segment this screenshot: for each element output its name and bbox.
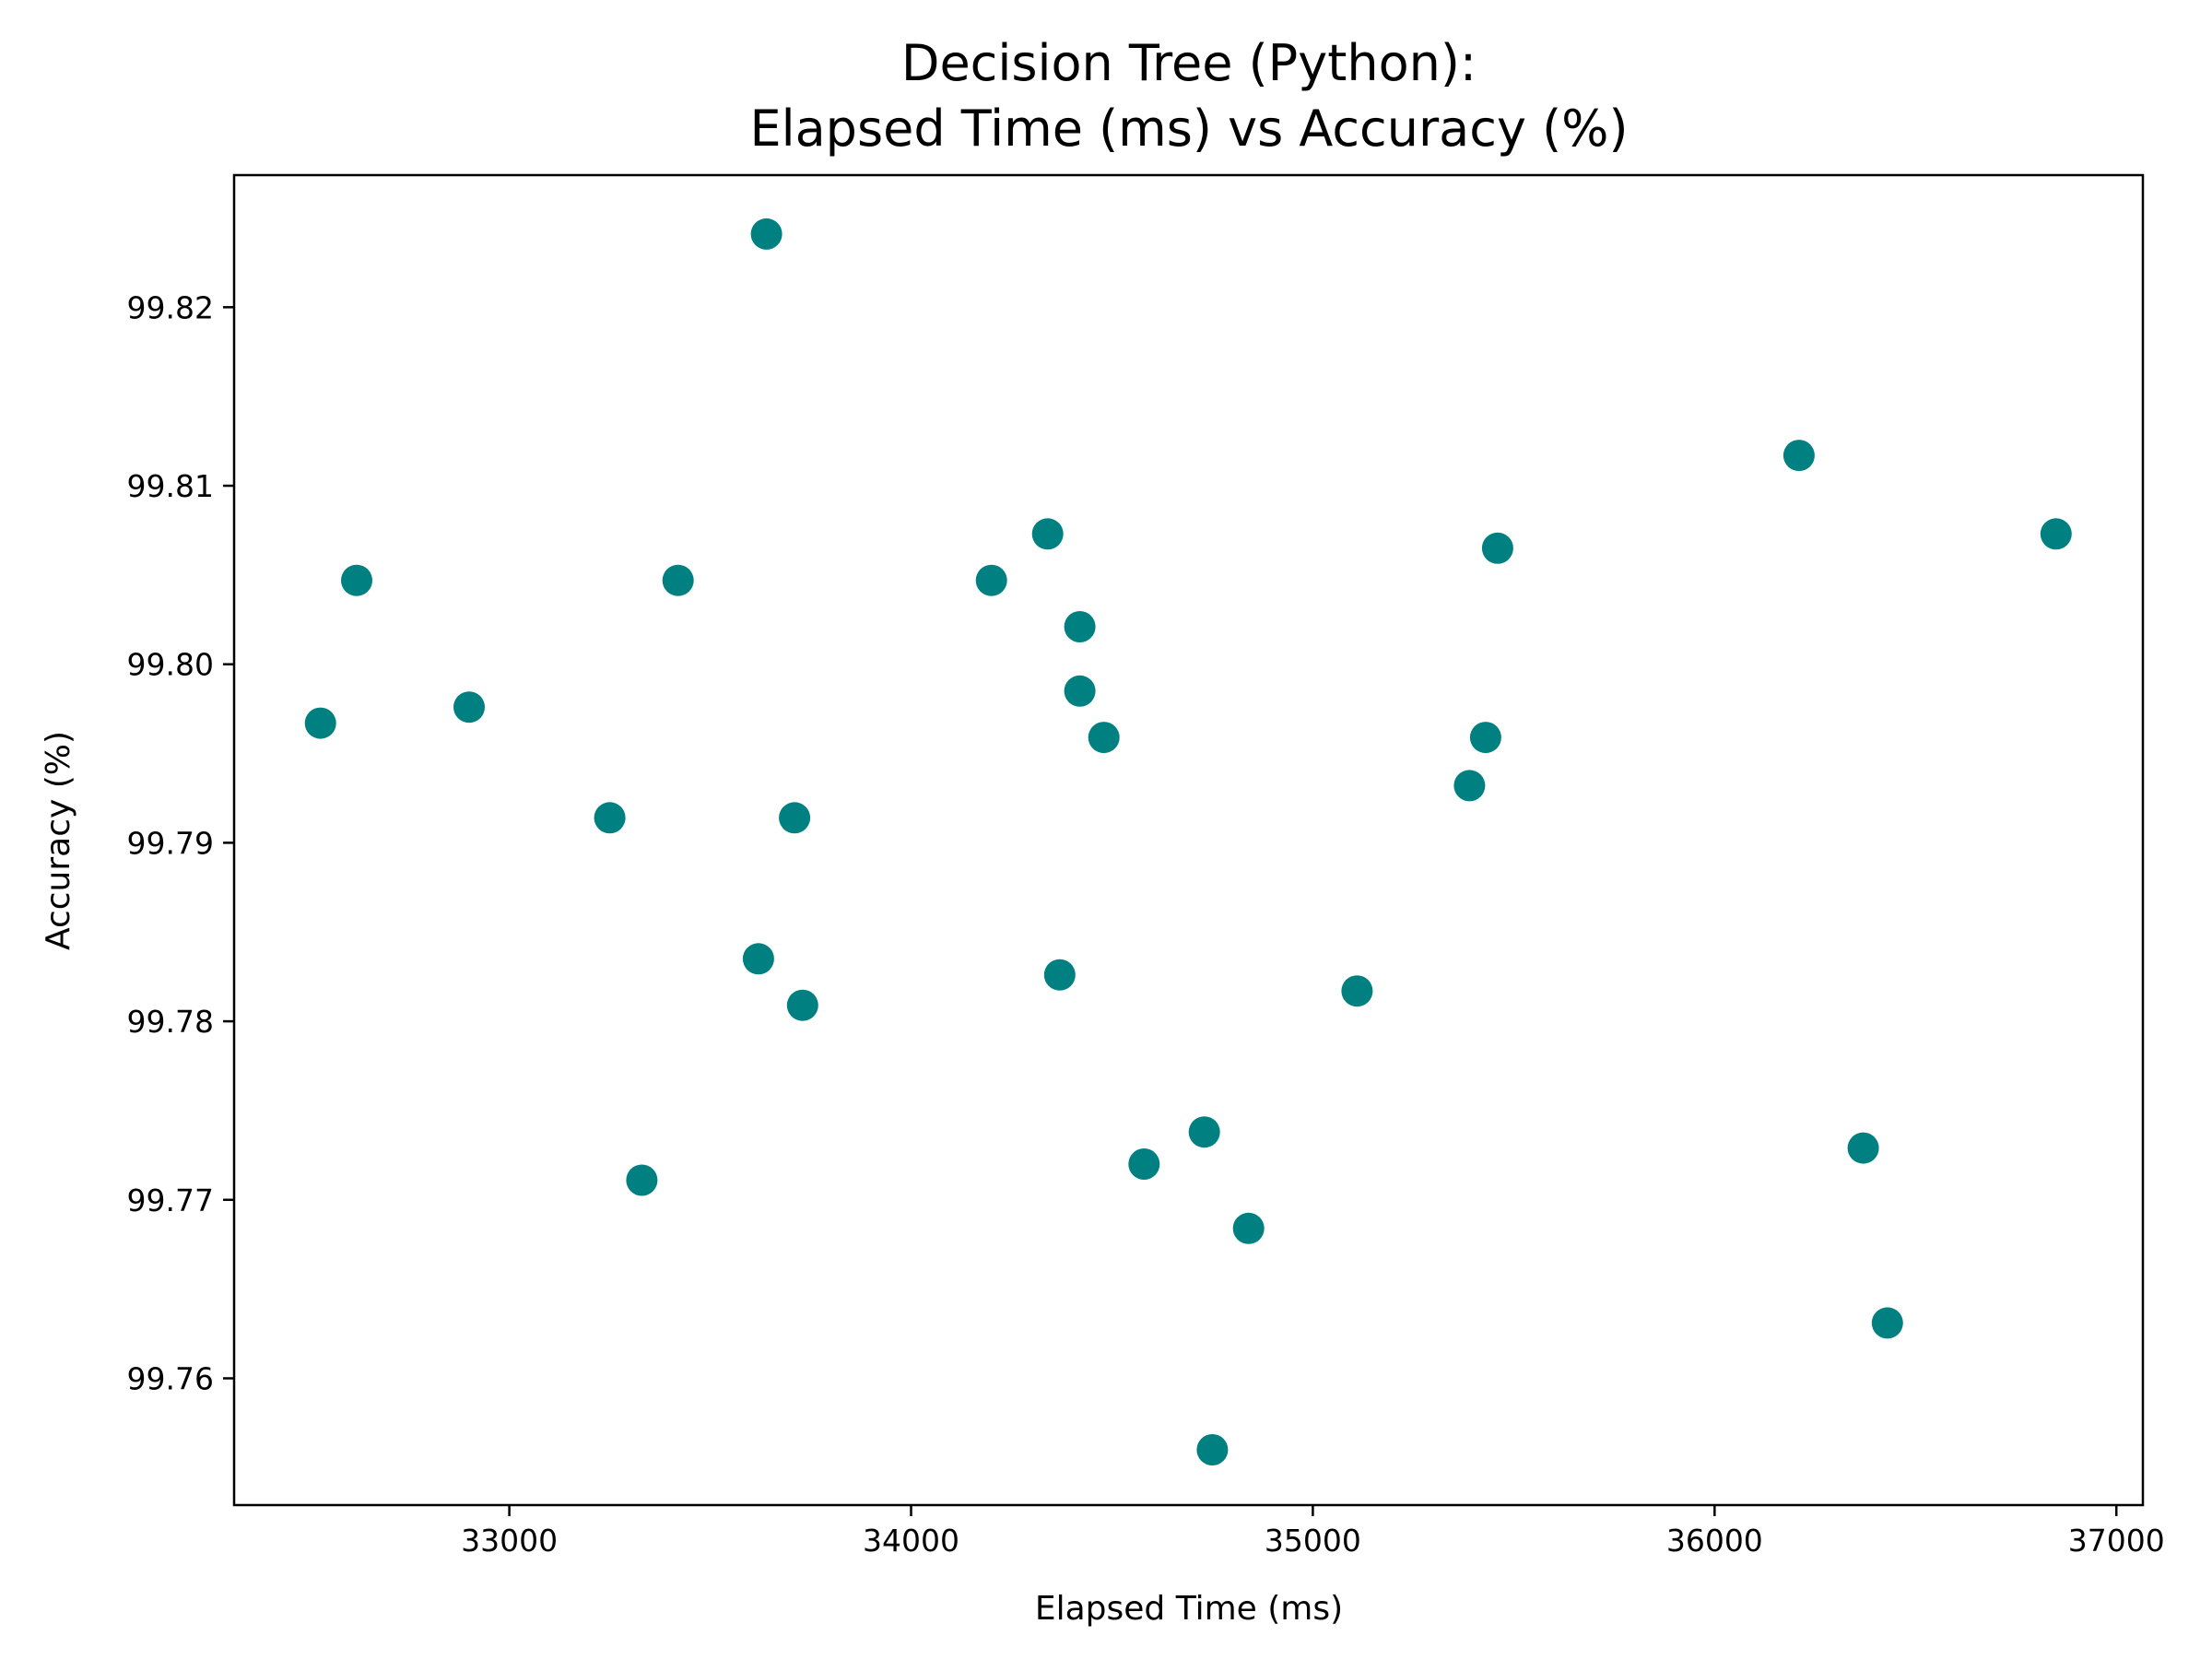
y-axis-label: Accuracy (%) — [40, 731, 77, 950]
data-point — [1453, 770, 1486, 802]
x-tick-label: 35000 — [1265, 1523, 1361, 1559]
data-point — [1043, 959, 1076, 991]
data-point — [1064, 611, 1096, 642]
data-point — [1481, 532, 1513, 564]
data-point — [975, 564, 1007, 596]
x-axis-label: Elapsed Time (ms) — [1035, 1590, 1343, 1628]
y-tick-label: 99.77 — [127, 1182, 214, 1218]
y-axis-ticks: 99.76 99.77 99.78 99.79 99.80 99.81 99.82 — [127, 289, 234, 1396]
data-point — [341, 564, 372, 596]
x-tick-label: 33000 — [461, 1523, 558, 1559]
data-point — [1469, 722, 1501, 754]
data-point — [594, 802, 626, 834]
y-tick-label: 99.80 — [127, 647, 214, 683]
chart-title-line-2: Elapsed Time (ms) vs Accuracy (%) — [749, 100, 1628, 158]
data-point — [453, 691, 485, 724]
data-point — [1847, 1132, 1879, 1164]
data-point — [742, 943, 774, 975]
y-tick-label: 99.82 — [127, 289, 214, 325]
data-point — [2040, 518, 2072, 550]
data-point — [1188, 1116, 1220, 1148]
x-tick-label: 34000 — [863, 1523, 959, 1559]
data-point — [1031, 518, 1064, 550]
data-point — [1128, 1148, 1160, 1180]
data-point — [1064, 675, 1096, 707]
x-axis-ticks: 33000 34000 35000 36000 37000 — [461, 1505, 2165, 1559]
data-point — [662, 564, 694, 596]
y-tick-label: 99.81 — [127, 468, 214, 504]
data-point — [304, 707, 336, 739]
y-tick-label: 99.78 — [127, 1004, 214, 1040]
data-points — [304, 218, 2072, 1465]
data-point — [626, 1164, 658, 1196]
data-point — [1088, 722, 1120, 754]
data-point — [1341, 975, 1373, 1007]
data-point — [1783, 440, 1815, 472]
data-point — [786, 989, 818, 1021]
data-point — [1196, 1434, 1229, 1465]
chart-title-line-1: Decision Tree (Python): — [901, 34, 1477, 92]
data-point — [750, 218, 782, 250]
x-tick-label: 37000 — [2068, 1523, 2165, 1559]
data-point — [779, 802, 811, 834]
plot-area-frame — [232, 173, 2145, 1507]
data-point — [1232, 1212, 1265, 1244]
x-tick-label: 36000 — [1666, 1523, 1763, 1559]
y-tick-label: 99.79 — [127, 825, 214, 861]
data-point — [1871, 1307, 1903, 1339]
y-tick-label: 99.76 — [127, 1360, 214, 1396]
